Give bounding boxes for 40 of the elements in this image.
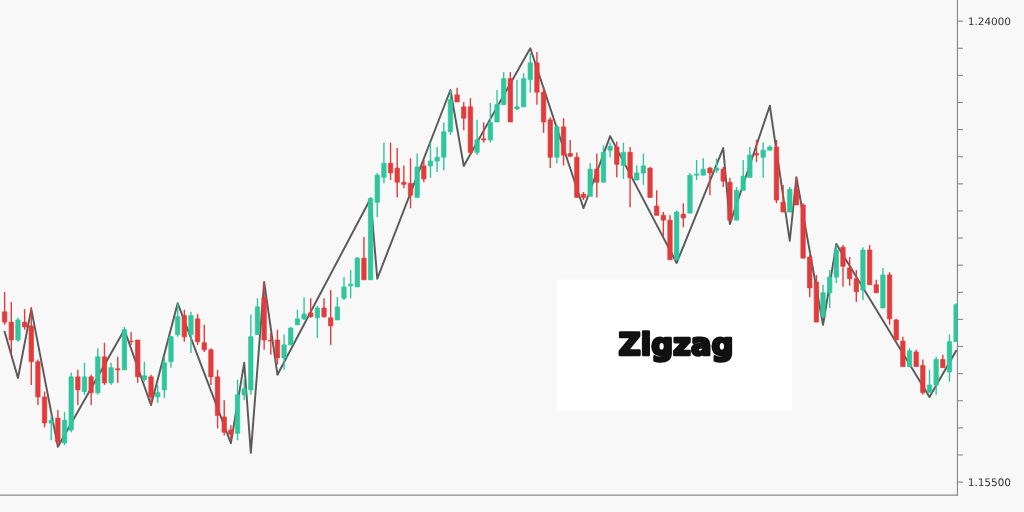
candlestick [328,289,334,346]
y-tick-label: 1.15500 [969,478,1011,487]
candlestick [48,414,54,442]
candlestick [308,297,314,319]
candlestick [88,374,94,406]
candlestick [55,409,61,446]
candlestick [81,362,88,396]
candlestick [620,141,626,180]
candlestick [108,362,114,386]
candlestick [753,139,760,163]
candlestick [75,369,81,406]
candlestick [361,236,367,281]
annotation: Zigzag [619,331,731,362]
candlestick [421,159,427,183]
candlestick [334,296,340,321]
candlestick [906,347,913,368]
candlestick [321,297,327,319]
candlestick [474,119,480,156]
candlestick [115,356,121,384]
candlestick [780,184,786,213]
candlestick [707,166,713,196]
candlestick [720,166,726,188]
candlestick [680,202,686,228]
candlestick [195,313,201,346]
candlestick [314,305,320,339]
candlestick [614,140,620,179]
candlestick [787,186,793,213]
candlestick [181,308,187,343]
candlestick [840,244,846,288]
line-series [3,47,958,454]
y-tick-label: 1.24000 [969,17,1011,26]
candlestick [175,302,181,338]
candlestick [481,121,487,144]
candlestick [188,311,194,354]
candlestick [341,276,347,301]
candlestick [607,141,613,158]
candlestick [141,361,147,383]
candlestick [594,152,600,199]
candlestick [148,374,154,406]
candlestick [15,317,21,343]
